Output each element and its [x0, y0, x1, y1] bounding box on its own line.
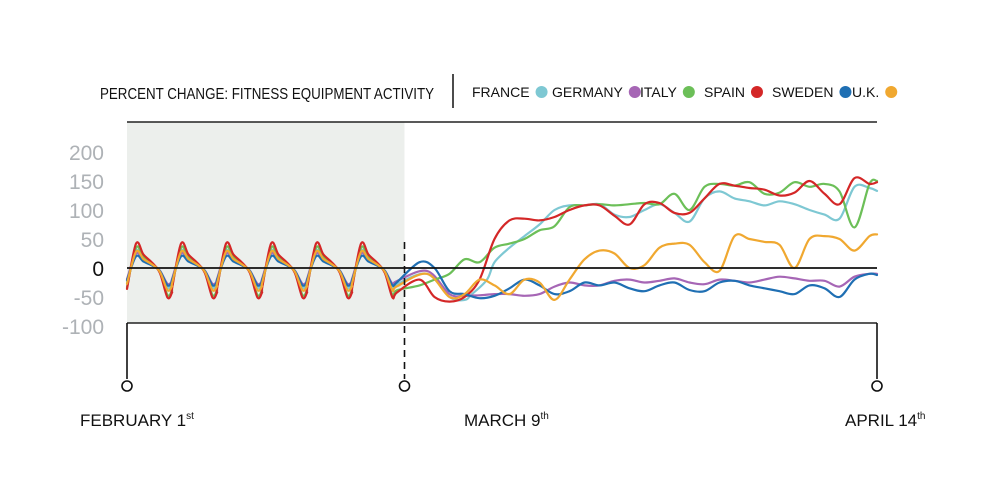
series-line-italy	[125, 178, 879, 297]
series-line-sweden	[125, 254, 879, 300]
x-marker-dot	[398, 380, 411, 392]
legend-item-uk: U.K.	[852, 84, 898, 100]
legend-swatch	[535, 86, 548, 98]
legend-item-italy: ITALY	[640, 84, 695, 100]
legend-label: U.K.	[852, 84, 879, 100]
series-line-spain	[125, 176, 879, 303]
y-tick-label: 150	[69, 171, 104, 194]
legend-label: FRANCE	[472, 84, 530, 100]
legend-item-germany: GERMANY	[552, 84, 641, 100]
legend-swatch	[839, 86, 852, 98]
legend-item-sweden: SWEDEN	[772, 84, 852, 100]
legend-label: SPAIN	[704, 84, 745, 100]
x-axis-markers: FEBRUARY 1st MARCH 9th APRIL 14th	[80, 242, 925, 430]
series-lines	[125, 176, 879, 303]
y-tick-label: -50	[74, 287, 104, 310]
legend-label: SWEDEN	[772, 84, 833, 100]
legend-swatch	[628, 86, 641, 98]
legend-swatch	[682, 86, 695, 98]
legend-item-spain: SPAIN	[704, 84, 763, 100]
legend-item-france: FRANCE	[472, 84, 548, 100]
x-marker-label: APRIL 14th	[845, 411, 925, 430]
x-marker-label: MARCH 9th	[464, 411, 549, 430]
x-marker-dot	[871, 380, 883, 392]
pre-march-shaded-region	[127, 122, 405, 323]
legend-swatch	[750, 86, 763, 98]
y-tick-label: 100	[69, 200, 104, 223]
y-tick-label: -100	[62, 316, 104, 339]
y-tick-label: 50	[81, 229, 104, 252]
legend-label: ITALY	[640, 84, 677, 100]
chart-title: PERCENT CHANGE: FITNESS EQUIPMENT ACTIVI…	[100, 86, 434, 103]
legend-swatch	[885, 86, 898, 98]
legend-label: GERMANY	[552, 84, 623, 100]
y-tick-label: 200	[69, 142, 104, 165]
x-marker-label: FEBRUARY 1st	[80, 411, 194, 430]
legend: FRANCE GERMANY ITALY SPAIN SWEDEN U.K.	[472, 84, 898, 100]
x-marker-dot	[121, 380, 133, 392]
y-tick-label: 0	[92, 258, 104, 281]
series-line-uk	[125, 233, 879, 301]
y-axis: 200 150 100 50 0 -50 -100	[62, 142, 104, 339]
